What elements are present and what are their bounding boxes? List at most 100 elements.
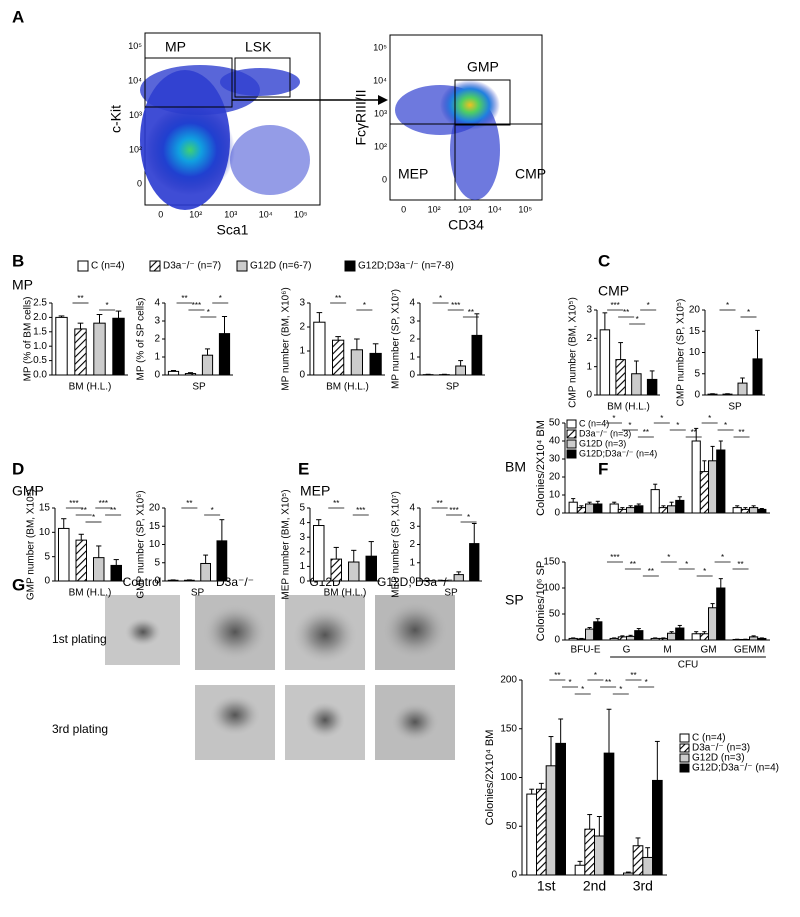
bar: [55, 316, 68, 376]
y-tick-label: 50: [549, 418, 561, 429]
significance-label: *: [581, 685, 584, 694]
bar: [737, 382, 748, 396]
y-tick-label: 50: [549, 609, 561, 620]
x-axis-label: BM (H.L.): [607, 402, 650, 413]
legend-swatch: [149, 260, 161, 272]
bar: [634, 630, 644, 641]
y-tick-label: 3: [154, 316, 160, 327]
significance-label: *: [594, 671, 597, 680]
legend-swatch: [566, 429, 577, 439]
x-tick-label: M: [663, 645, 671, 656]
significance-label: *: [439, 294, 442, 303]
bar: [167, 370, 180, 376]
bar: [453, 574, 464, 582]
bar: [652, 779, 663, 876]
bar: [594, 835, 605, 876]
bar: [184, 373, 197, 376]
bar: [526, 793, 537, 876]
section-label: MP: [12, 277, 33, 293]
significance-label: **: [333, 499, 339, 508]
y-tick-label: 4: [299, 517, 305, 528]
bar: [675, 627, 685, 641]
y-tick-label: 20: [549, 472, 561, 483]
y-axis-label: MP (% of BM cells): [23, 297, 34, 382]
flow-y-tick: 10³: [374, 109, 387, 119]
significance-label: **: [737, 560, 743, 569]
legend-swatch: [566, 449, 577, 459]
panel-letter: G: [12, 575, 25, 594]
significance-label: **: [643, 428, 649, 437]
y-axis-label: MEP number (BM, X10⁵): [281, 489, 292, 599]
x-tick-label: GEMM: [734, 645, 765, 656]
significance-label: *: [708, 414, 711, 423]
x-tick-label: 2nd: [583, 878, 606, 894]
significance-label: *: [219, 294, 222, 303]
y-tick-label: 2: [299, 322, 305, 333]
flow-y-tick: 10³: [129, 110, 142, 120]
legend-swatch: [679, 753, 690, 763]
y-tick-label: 1.5: [33, 326, 47, 337]
y-tick-label: 20: [149, 503, 161, 514]
flow-y-tick: 10²: [129, 144, 142, 154]
significance-label: *: [92, 513, 95, 522]
bar: [350, 349, 363, 376]
y-tick-label: 200: [500, 675, 517, 686]
legend-swatch: [344, 260, 356, 272]
y-tick-label: 1: [154, 352, 160, 363]
significance-label: **: [110, 506, 116, 515]
image-column-label: Control: [123, 575, 162, 589]
flow-x-tick: 10²: [428, 204, 441, 214]
y-tick-label: 4: [154, 298, 160, 309]
significance-label: **: [623, 308, 629, 317]
y-tick-label: 2: [299, 546, 305, 557]
bar: [93, 322, 106, 376]
y-axis-label: MP (% of SP cells): [136, 298, 147, 381]
bar: [585, 503, 595, 514]
bar: [74, 328, 87, 376]
y-axis-label: Colonies/2X10⁴ BM: [484, 730, 496, 826]
y-tick-label: 2: [586, 333, 592, 344]
flow-y-tick: 10⁵: [373, 43, 387, 53]
y-tick-label: 0: [694, 390, 700, 401]
bar: [455, 365, 466, 376]
bar: [658, 507, 668, 514]
x-tick-label: 1st: [537, 878, 556, 894]
significance-label: *: [467, 513, 470, 522]
x-axis-label: BM (H.L.): [69, 382, 112, 393]
x-axis-label: SP: [192, 382, 206, 393]
bar: [632, 845, 644, 876]
flow-y-tick: 0: [137, 179, 142, 189]
bar: [58, 527, 70, 582]
bar: [471, 334, 483, 376]
bar: [708, 460, 718, 514]
flow-x-tick: 10²: [189, 209, 202, 219]
gate-label: CMP: [515, 166, 546, 182]
y-tick-label: 2: [409, 334, 415, 345]
bar: [650, 637, 660, 641]
y-tick-label: 10: [39, 527, 51, 538]
y-tick-label: 3: [586, 305, 592, 316]
y-tick-label: 1.0: [33, 341, 47, 352]
bar: [609, 503, 619, 514]
bar: [216, 540, 228, 582]
y-tick-label: 0: [554, 508, 560, 519]
bar: [93, 557, 105, 582]
y-tick-label: 15: [149, 521, 161, 532]
bar: [634, 505, 644, 514]
y-tick-label: 15: [39, 503, 51, 514]
y-tick-label: 0: [154, 370, 160, 381]
significance-label: *: [645, 678, 648, 687]
bar: [584, 828, 595, 876]
bar: [330, 558, 342, 582]
bar: [667, 505, 677, 514]
y-tick-label: 0: [511, 870, 517, 881]
panel-letter: F: [598, 459, 608, 478]
significance-label: ***: [610, 553, 619, 562]
bar: [722, 393, 733, 396]
bar: [732, 507, 742, 514]
flow-y-label: FcγRIII/II: [353, 90, 369, 146]
legend-label: G12D (n=3): [579, 438, 626, 448]
significance-label: *: [747, 308, 750, 317]
panel-letter: A: [12, 7, 24, 26]
